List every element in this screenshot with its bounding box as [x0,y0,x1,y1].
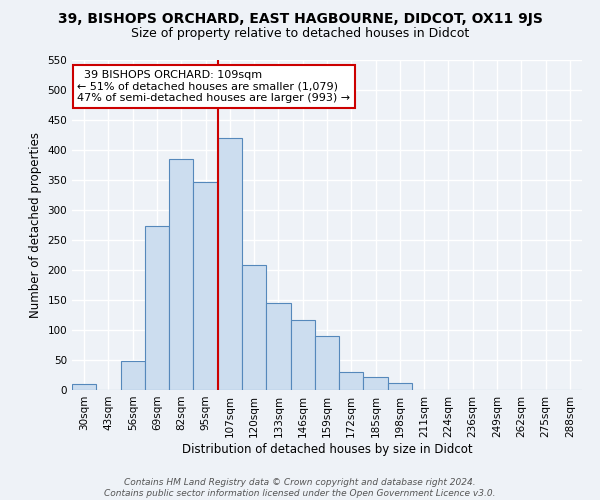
Bar [193,182,218,390]
X-axis label: Distribution of detached houses by size in Didcot: Distribution of detached houses by size … [182,442,472,456]
Y-axis label: Number of detached properties: Number of detached properties [29,132,42,318]
Bar [364,377,388,390]
Bar [339,372,364,390]
Bar [218,138,242,390]
Bar [72,384,96,390]
Text: 39, BISHOPS ORCHARD, EAST HAGBOURNE, DIDCOT, OX11 9JS: 39, BISHOPS ORCHARD, EAST HAGBOURNE, DID… [58,12,542,26]
Bar [388,384,412,390]
Text: Size of property relative to detached houses in Didcot: Size of property relative to detached ho… [131,28,469,40]
Bar [315,336,339,390]
Bar [121,361,145,390]
Bar [145,226,169,390]
Bar [242,265,266,390]
Bar [169,159,193,390]
Bar [290,320,315,390]
Text: Contains HM Land Registry data © Crown copyright and database right 2024.
Contai: Contains HM Land Registry data © Crown c… [104,478,496,498]
Bar [266,303,290,390]
Text: 39 BISHOPS ORCHARD: 109sqm  
← 51% of detached houses are smaller (1,079)
47% of: 39 BISHOPS ORCHARD: 109sqm ← 51% of deta… [77,70,350,103]
